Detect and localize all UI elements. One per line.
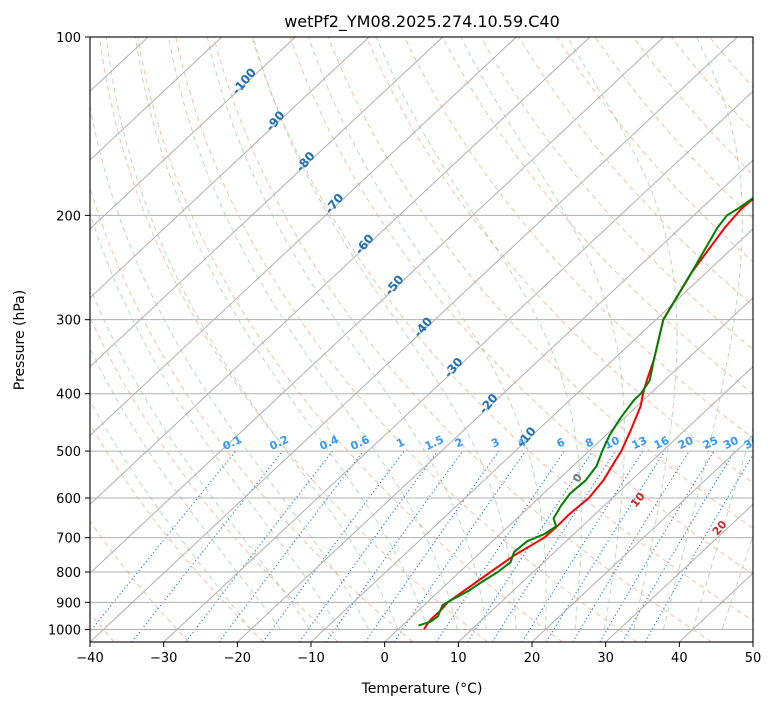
mixing-ratio-label: 20 xyxy=(676,434,696,452)
isotherm-gridline xyxy=(90,37,517,437)
mixing-ratio-label: 30 xyxy=(721,434,741,452)
isotherm-gridline xyxy=(90,37,296,230)
moist-adiabat xyxy=(375,37,582,630)
chart-title: wetPf2_YM08.2025.274.10.59.C40 xyxy=(284,12,560,32)
isotherm-gridline xyxy=(310,228,753,642)
x-tick-label: −20 xyxy=(224,651,251,666)
moist-adiabat xyxy=(134,37,429,630)
y-tick-label: 700 xyxy=(56,532,81,547)
y-tick-label: 100 xyxy=(56,31,81,46)
mixing-ratio-line xyxy=(644,453,753,642)
isotherm-gridline xyxy=(90,37,444,368)
mixing-ratio-line xyxy=(599,450,715,642)
mixing-ratio-line xyxy=(325,450,464,642)
moist-adiabat xyxy=(90,286,311,630)
moist-adiabat xyxy=(105,37,399,630)
mixing-ratio-label: 16 xyxy=(652,434,672,452)
moist-adiabat xyxy=(206,37,487,630)
y-tick-label: 200 xyxy=(56,209,81,224)
isotherm-gridline xyxy=(90,37,370,299)
y-tick-label: 600 xyxy=(56,492,81,507)
moist-adiabat xyxy=(252,37,517,630)
isotherm-gridline xyxy=(90,37,738,642)
moist-adiabats xyxy=(90,37,753,630)
y-tick-label: 500 xyxy=(56,445,81,460)
temperature-profile-line xyxy=(423,197,753,630)
x-tick-label: 30 xyxy=(597,651,614,666)
grid-lines xyxy=(0,37,753,642)
x-tick-label: 10 xyxy=(450,651,467,666)
isotherm-gridline xyxy=(605,503,753,642)
isotherm-gridline xyxy=(531,434,753,642)
dry-adiabat xyxy=(480,37,753,351)
mixing-ratio-line xyxy=(491,450,616,642)
moist-adiabat xyxy=(567,37,678,630)
y-axis-label: Pressure (hPa) xyxy=(12,290,28,390)
isotherm-gridline xyxy=(90,37,591,505)
mixing-ratio-line xyxy=(131,450,284,642)
plot-background xyxy=(90,37,753,642)
x-tick-label: 40 xyxy=(671,651,688,666)
dry-adiabat xyxy=(289,37,753,575)
dewpoint-profile-line xyxy=(418,197,753,627)
mixing-ratio-line xyxy=(262,450,405,642)
isotherm-gridline xyxy=(90,37,223,161)
isotherm-gridline xyxy=(0,37,1,642)
y-tick-label: 300 xyxy=(56,314,81,329)
mixing-ratio-label: 36 xyxy=(742,434,762,452)
mixing-ratio-line xyxy=(521,450,644,642)
x-tick-label: 20 xyxy=(524,651,541,666)
mixing-ratio-label: 25 xyxy=(701,434,720,452)
isotherm-gridline xyxy=(163,90,753,642)
isotherm-gridline xyxy=(752,641,753,642)
x-tick-label: 50 xyxy=(745,651,762,666)
dry-adiabat xyxy=(90,520,190,642)
plot-frame xyxy=(89,36,754,643)
mixing-ratio-line xyxy=(545,450,666,642)
mixing-ratio-line xyxy=(393,450,526,642)
isotherm-gridline xyxy=(90,37,665,574)
mixing-ratio-label: 13 xyxy=(630,434,649,452)
x-tick-label: 0 xyxy=(381,651,389,666)
y-tick-label: 400 xyxy=(56,388,81,403)
y-tick-label: 1000 xyxy=(48,623,81,638)
x-tick-label: −40 xyxy=(76,651,103,666)
x-tick-label: −30 xyxy=(150,651,177,666)
dry-adiabat xyxy=(137,37,563,642)
moist-adiabat xyxy=(90,211,340,630)
y-tick-label: 800 xyxy=(56,566,81,581)
dry-adiabat xyxy=(251,37,753,622)
isotherm-gridline xyxy=(457,365,753,642)
axes: −40 −30 −20 −10 0 10 20 30 40 50 100 200 300 400 500 60… xyxy=(48,31,761,666)
x-tick-label: −10 xyxy=(297,651,324,666)
moist-adiabat xyxy=(90,347,281,630)
mixing-ratio-lines xyxy=(90,450,753,642)
moist-adiabat xyxy=(460,37,625,630)
dry-adiabat xyxy=(442,37,753,395)
moist-adiabat xyxy=(308,37,547,630)
sounding-profiles xyxy=(418,197,753,630)
dry-adiabat xyxy=(327,37,753,529)
moist-adiabat xyxy=(90,103,370,630)
dry-adiabat xyxy=(213,37,712,642)
mixing-ratio-line xyxy=(621,450,735,642)
dry-adiabat xyxy=(90,423,264,642)
x-axis-label: Temperature (°C) xyxy=(361,681,483,697)
isotherm-gridline xyxy=(384,297,753,642)
y-tick-label: 900 xyxy=(56,596,81,611)
dry-adiabat xyxy=(175,37,638,642)
dry-adiabat xyxy=(99,37,488,642)
mixing-ratio-line xyxy=(572,450,690,642)
moist-adiabat xyxy=(90,399,252,630)
isotherm-gridline xyxy=(236,159,753,642)
